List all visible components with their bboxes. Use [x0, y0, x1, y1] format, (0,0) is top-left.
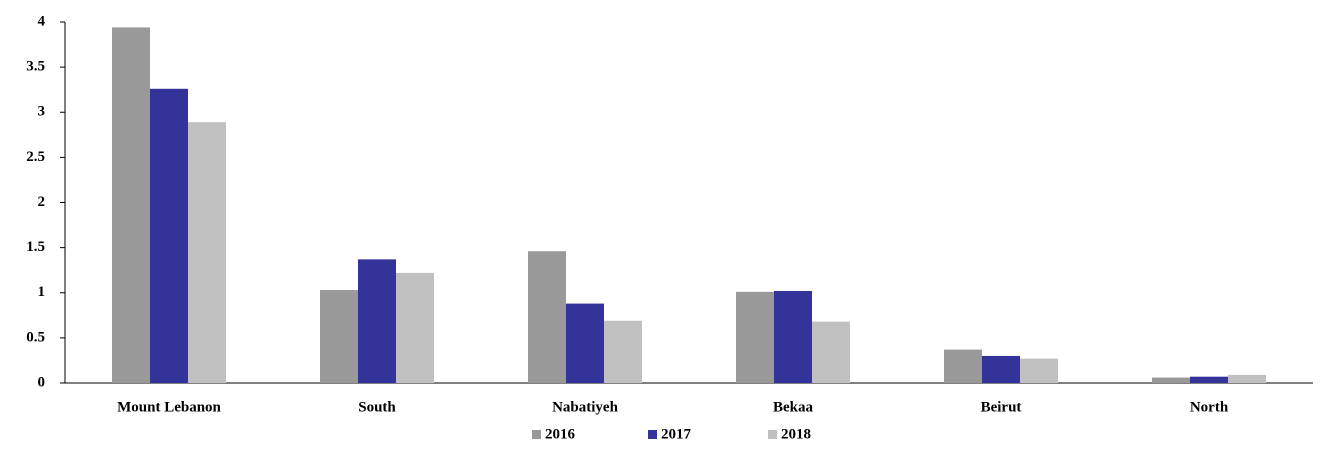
bar: [604, 320, 642, 383]
legend-swatch: [532, 430, 541, 439]
y-tick-label: 1.5: [26, 239, 45, 255]
y-tick-label: 2.5: [26, 149, 45, 165]
x-tick-label: Nabatiyeh: [552, 399, 618, 415]
y-tick-label: 2: [38, 194, 46, 210]
bar: [774, 290, 812, 383]
bar: [320, 290, 358, 383]
x-tick-label: Mount Lebanon: [117, 399, 221, 415]
x-tick-label: Beirut: [981, 399, 1022, 415]
bar: [1152, 377, 1190, 383]
bar: [944, 349, 982, 383]
y-tick-label: 3.5: [26, 59, 45, 75]
y-tick-label: 3: [38, 104, 46, 120]
legend-swatch: [768, 430, 777, 439]
bar: [150, 88, 188, 383]
bar: [396, 272, 434, 383]
bar: [982, 355, 1020, 383]
legend-label: 2016: [545, 426, 576, 442]
bar: [528, 251, 566, 383]
bar: [112, 27, 150, 383]
bar: [812, 321, 850, 383]
x-tick-label: Bekaa: [773, 399, 814, 415]
bar: [1190, 376, 1228, 383]
bar: [566, 303, 604, 383]
bar: [1020, 358, 1058, 383]
x-tick-label: North: [1190, 399, 1229, 415]
y-tick-label: 0.5: [26, 329, 45, 345]
x-tick-label: South: [358, 399, 396, 415]
bar: [358, 259, 396, 383]
legend-label: 2017: [661, 426, 692, 442]
y-tick-label: 4: [38, 13, 46, 29]
bar: [1228, 374, 1266, 383]
bar: [736, 291, 774, 383]
legend-label: 2018: [781, 426, 811, 442]
y-tick-label: 1: [38, 284, 46, 300]
legend-swatch: [648, 430, 657, 439]
bar: [188, 122, 226, 384]
y-tick-label: 0: [38, 374, 46, 390]
